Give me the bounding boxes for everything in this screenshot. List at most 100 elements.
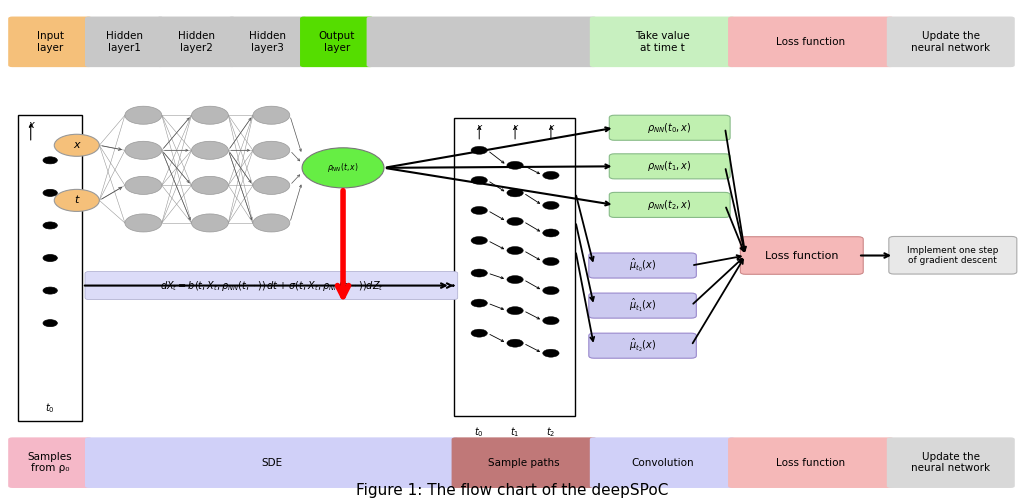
Circle shape [543,201,559,209]
FancyBboxPatch shape [589,333,696,358]
FancyBboxPatch shape [85,272,458,300]
Circle shape [253,176,290,194]
Text: x: x [512,123,518,132]
Text: Take value
at time t: Take value at time t [635,31,690,53]
Circle shape [543,287,559,295]
FancyBboxPatch shape [589,253,696,278]
Text: Convolution: Convolution [631,458,694,467]
Text: Figure 1: The flow chart of the deepSPoC: Figure 1: The flow chart of the deepSPoC [355,483,669,498]
Circle shape [125,214,162,232]
Text: Input
layer: Input layer [37,31,63,53]
FancyBboxPatch shape [887,437,1015,488]
Circle shape [125,176,162,194]
Circle shape [54,134,99,156]
Circle shape [471,269,487,277]
Text: x: x [74,140,80,150]
FancyBboxPatch shape [740,237,863,275]
FancyBboxPatch shape [589,293,696,318]
FancyBboxPatch shape [609,115,730,140]
FancyBboxPatch shape [452,437,597,488]
FancyBboxPatch shape [300,17,374,67]
Text: x: x [476,123,482,132]
Text: Implement one step
of gradient descent: Implement one step of gradient descent [907,245,998,265]
Text: t: t [75,195,79,205]
Text: $dX_t = b(t, X_t, \rho_{NN}(t,\cdot))\,dt + \sigma(t, X_t, \rho_{NN}(t,\cdot))dZ: $dX_t = b(t, X_t, \rho_{NN}(t,\cdot))\,d… [160,279,383,293]
Text: Update the
neural network: Update the neural network [911,452,990,473]
FancyBboxPatch shape [228,17,307,67]
Text: Hidden
layer3: Hidden layer3 [249,31,287,53]
Circle shape [471,299,487,307]
Text: Loss function: Loss function [776,37,846,47]
Circle shape [507,307,523,315]
Circle shape [507,161,523,169]
FancyBboxPatch shape [8,17,92,67]
Circle shape [471,236,487,244]
Bar [18,115,82,421]
Text: x: x [548,123,554,132]
Circle shape [471,176,487,184]
Circle shape [191,106,228,124]
Circle shape [43,320,57,327]
Text: Samples
from ρ₀: Samples from ρ₀ [28,452,73,473]
FancyBboxPatch shape [609,154,730,179]
Text: $t_0$: $t_0$ [45,401,55,415]
FancyBboxPatch shape [157,17,236,67]
Circle shape [543,229,559,237]
Text: $t_2$: $t_2$ [546,425,556,439]
Circle shape [191,141,228,159]
Text: $\hat{\mu}_{t_1}(x)$: $\hat{\mu}_{t_1}(x)$ [629,297,656,314]
FancyBboxPatch shape [85,17,164,67]
FancyBboxPatch shape [590,437,735,488]
Circle shape [471,206,487,214]
Circle shape [471,146,487,154]
Circle shape [507,246,523,255]
Text: Loss function: Loss function [776,458,846,467]
Circle shape [43,222,57,229]
Text: SDE: SDE [261,458,283,467]
Text: $\rho_{NN}(t_1, x)$: $\rho_{NN}(t_1, x)$ [647,159,692,173]
FancyBboxPatch shape [85,437,459,488]
Circle shape [43,189,57,196]
FancyBboxPatch shape [367,17,597,67]
Circle shape [253,214,290,232]
Circle shape [43,255,57,262]
Text: $\rho_{NN}(t,x)$: $\rho_{NN}(t,x)$ [327,161,359,174]
Circle shape [125,106,162,124]
Circle shape [253,106,290,124]
Circle shape [543,258,559,266]
FancyBboxPatch shape [889,236,1017,274]
Text: Output
layer: Output layer [318,31,355,53]
Circle shape [253,141,290,159]
Text: $\rho_{NN}(t_2, x)$: $\rho_{NN}(t_2, x)$ [647,198,692,212]
Text: $t_0$: $t_0$ [474,425,484,439]
FancyBboxPatch shape [609,192,730,217]
Text: Hidden
layer1: Hidden layer1 [105,31,143,53]
Text: Hidden
layer2: Hidden layer2 [177,31,215,53]
Circle shape [125,141,162,159]
Circle shape [507,217,523,225]
Bar [454,118,575,416]
Circle shape [54,189,99,211]
Text: $\hat{\mu}_{t_0}(x)$: $\hat{\mu}_{t_0}(x)$ [629,257,656,274]
Circle shape [43,157,57,164]
FancyBboxPatch shape [8,437,92,488]
Text: $\rho_{NN}(t_0, x)$: $\rho_{NN}(t_0, x)$ [647,121,692,135]
Circle shape [302,148,384,188]
Text: Loss function: Loss function [765,250,839,261]
Text: $t_1$: $t_1$ [510,425,520,439]
FancyBboxPatch shape [590,17,735,67]
Text: Update the
neural network: Update the neural network [911,31,990,53]
Circle shape [543,317,559,325]
Circle shape [507,276,523,284]
Circle shape [507,339,523,347]
Text: $\hat{\mu}_{t_2}(x)$: $\hat{\mu}_{t_2}(x)$ [629,337,656,354]
Circle shape [543,171,559,179]
Circle shape [191,176,228,194]
Circle shape [191,214,228,232]
Text: x: x [28,120,34,130]
Circle shape [43,287,57,294]
FancyBboxPatch shape [728,17,894,67]
FancyBboxPatch shape [728,437,894,488]
Circle shape [507,189,523,197]
Circle shape [471,329,487,337]
